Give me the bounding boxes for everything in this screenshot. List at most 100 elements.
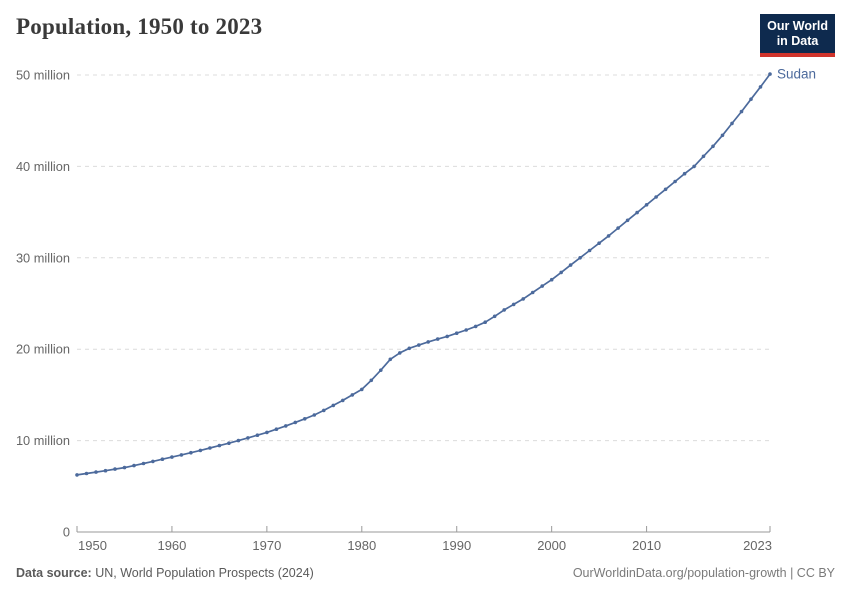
- x-axis-tick-label: 1990: [442, 538, 471, 553]
- data-point[interactable]: [379, 368, 383, 373]
- data-point[interactable]: [198, 448, 203, 453]
- y-axis-tick-label: 0: [63, 525, 70, 540]
- data-point[interactable]: [511, 302, 516, 307]
- data-point[interactable]: [445, 334, 450, 339]
- y-axis-tick-label: 50 million: [16, 68, 70, 83]
- data-point[interactable]: [227, 441, 231, 446]
- data-point[interactable]: [236, 438, 241, 443]
- data-point[interactable]: [644, 203, 649, 207]
- data-point[interactable]: [246, 436, 250, 440]
- data-point[interactable]: [730, 121, 734, 126]
- data-point[interactable]: [711, 144, 715, 149]
- y-axis-tick-label: 10 million: [16, 433, 70, 448]
- data-point[interactable]: [179, 453, 184, 457]
- data-line-sudan[interactable]: [76, 73, 771, 476]
- data-source-label: Data source:: [16, 566, 92, 580]
- data-point[interactable]: [350, 393, 355, 397]
- y-axis-tick-label: 40 million: [16, 159, 70, 174]
- data-point[interactable]: [549, 277, 554, 282]
- data-point[interactable]: [312, 413, 317, 417]
- x-axis-tick-label: 1980: [347, 538, 376, 553]
- data-point[interactable]: [540, 284, 544, 288]
- y-axis-tick-label: 30 million: [16, 250, 70, 265]
- data-point[interactable]: [388, 357, 393, 362]
- data-point[interactable]: [122, 465, 127, 470]
- data-point[interactable]: [692, 164, 696, 169]
- data-point[interactable]: [94, 470, 98, 474]
- data-point[interactable]: [720, 133, 725, 138]
- data-point[interactable]: [673, 179, 677, 184]
- data-point[interactable]: [606, 234, 611, 238]
- data-point[interactable]: [360, 387, 364, 392]
- data-point[interactable]: [521, 297, 525, 301]
- data-point[interactable]: [331, 403, 336, 408]
- owid-logo-line1: Our World: [767, 19, 828, 33]
- entity-label-sudan[interactable]: Sudan: [777, 67, 816, 82]
- data-point[interactable]: [701, 154, 706, 159]
- data-point[interactable]: [208, 446, 212, 450]
- data-point[interactable]: [398, 351, 402, 355]
- x-axis-tick-label: 1960: [157, 538, 186, 553]
- data-point[interactable]: [568, 263, 573, 267]
- data-point[interactable]: [758, 85, 763, 89]
- data-point[interactable]: [483, 320, 488, 325]
- chart-title: Population, 1950 to 2023: [16, 14, 263, 39]
- data-point[interactable]: [322, 408, 326, 413]
- data-point[interactable]: [435, 337, 440, 341]
- data-point[interactable]: [341, 398, 345, 403]
- data-point[interactable]: [663, 187, 668, 192]
- data-point[interactable]: [682, 171, 687, 176]
- owid-logo[interactable]: Our World in Data: [760, 14, 835, 57]
- data-point[interactable]: [265, 430, 269, 435]
- data-point[interactable]: [464, 328, 469, 332]
- data-point[interactable]: [255, 433, 260, 438]
- data-point[interactable]: [303, 417, 307, 421]
- data-point[interactable]: [151, 459, 155, 464]
- data-point[interactable]: [170, 455, 174, 459]
- data-point[interactable]: [473, 324, 478, 329]
- data-source-value: UN, World Population Prospects (2024): [91, 566, 314, 580]
- data-point[interactable]: [635, 210, 639, 215]
- data-point[interactable]: [113, 467, 117, 471]
- x-axis-tick-label: 2000: [537, 538, 566, 553]
- data-point[interactable]: [407, 346, 412, 351]
- data-point[interactable]: [274, 427, 279, 432]
- data-point[interactable]: [654, 195, 658, 199]
- data-point[interactable]: [426, 340, 431, 344]
- y-axis-tick-label: 20 million: [16, 342, 70, 357]
- data-point[interactable]: [284, 424, 288, 428]
- data-point[interactable]: [578, 255, 582, 260]
- owid-logo-line2: in Data: [776, 33, 819, 48]
- data-point[interactable]: [625, 218, 630, 223]
- chart-footer: Data source: UN, World Population Prospe…: [16, 566, 835, 580]
- data-point[interactable]: [749, 97, 753, 101]
- data-point[interactable]: [369, 378, 374, 383]
- data-point[interactable]: [739, 109, 744, 114]
- data-point[interactable]: [75, 473, 79, 477]
- x-axis-tick-label: 1950: [78, 538, 107, 553]
- data-point[interactable]: [132, 463, 136, 468]
- data-point[interactable]: [217, 443, 222, 448]
- data-point[interactable]: [84, 471, 89, 476]
- data-point[interactable]: [559, 270, 563, 275]
- data-point[interactable]: [189, 450, 193, 455]
- x-axis-tick-label: 2010: [632, 538, 661, 553]
- data-point[interactable]: [160, 457, 165, 462]
- x-axis-tick-label: 2023: [743, 538, 772, 553]
- data-point[interactable]: [454, 331, 459, 336]
- credit-link[interactable]: OurWorldinData.org/population-growth | C…: [572, 566, 835, 580]
- data-point[interactable]: [492, 314, 497, 319]
- data-point[interactable]: [293, 420, 298, 425]
- data-point[interactable]: [103, 468, 108, 473]
- data-point[interactable]: [768, 72, 772, 76]
- data-point[interactable]: [141, 461, 146, 466]
- data-point[interactable]: [587, 248, 592, 253]
- data-point[interactable]: [417, 343, 421, 347]
- data-point[interactable]: [530, 290, 535, 295]
- data-point[interactable]: [597, 241, 601, 245]
- data-source-note: Data source: UN, World Population Prospe…: [16, 566, 314, 580]
- data-point[interactable]: [502, 308, 507, 312]
- data-point[interactable]: [616, 226, 620, 230]
